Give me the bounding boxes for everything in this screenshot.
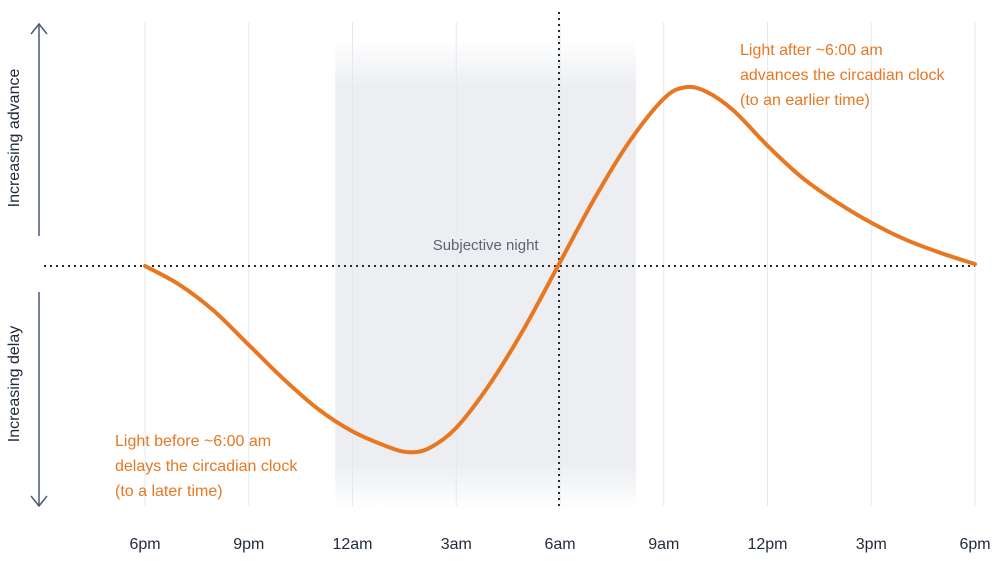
delay-annotation: Light before ~6:00 am delays the circadi…: [115, 433, 302, 500]
advance-arrow-head: [30, 22, 48, 35]
advance-annotation-line: advances the circadian clock: [740, 67, 946, 84]
series-line-phase-response: [143, 84, 977, 455]
x-tick-label: 9pm: [233, 536, 264, 553]
delay-arrow-head: [30, 495, 48, 508]
x-tick-label: 12am: [332, 536, 372, 553]
y-label-increasing-delay: Increasing delay: [6, 326, 23, 443]
advance-annotation: Light after ~6:00 am advances the circad…: [740, 42, 949, 109]
x-tick-label: 6pm: [959, 536, 990, 553]
y-axis-arrows: [30, 22, 48, 508]
y-label-increasing-advance: Increasing advance: [6, 69, 23, 208]
subjective-night-label: Subjective night: [433, 237, 540, 254]
x-tick-label: 3pm: [856, 536, 887, 553]
delay-annotation-line: delays the circadian clock: [115, 458, 298, 475]
advance-annotation-line: Light after ~6:00 am: [740, 42, 883, 59]
x-tick-labels: 6pm 9pm 12am 3am 6am 9am 12pm 3pm 6pm: [129, 536, 990, 553]
delay-annotation-line: Light before ~6:00 am: [115, 433, 271, 450]
x-tick-label: 12pm: [747, 536, 787, 553]
x-tick-label: 6pm: [129, 536, 160, 553]
x-tick-label: 3am: [441, 536, 472, 553]
subjective-night-band: [335, 40, 637, 510]
x-tick-label: 9am: [648, 536, 679, 553]
x-tick-label: 6am: [544, 536, 575, 553]
advance-annotation-line: (to an earlier time): [740, 92, 870, 109]
delay-annotation-line: (to a later time): [115, 483, 223, 500]
